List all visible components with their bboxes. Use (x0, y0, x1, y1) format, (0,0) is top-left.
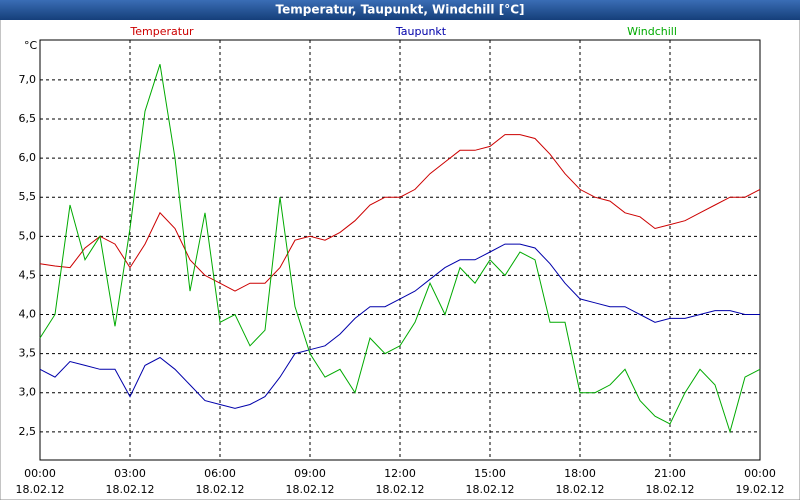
title-bar (0, 0, 800, 20)
y-tick-label: 5,0 (19, 229, 37, 242)
x-tick-label: 12:00 (384, 467, 416, 480)
x-tick-date: 18.02.12 (646, 483, 695, 496)
x-tick-date: 18.02.12 (196, 483, 245, 496)
x-tick-label: 00:00 (744, 467, 776, 480)
x-tick-date: 18.02.12 (286, 483, 335, 496)
y-tick-label: 5,5 (19, 190, 37, 203)
y-tick-label: 4,5 (19, 268, 37, 281)
x-tick-date: 18.02.12 (106, 483, 155, 496)
y-tick-label: 3,0 (19, 386, 37, 399)
legend-entry: Windchill (627, 25, 677, 38)
x-tick-label: 09:00 (294, 467, 326, 480)
x-tick-label: 15:00 (474, 467, 506, 480)
series-line (39, 243, 760, 409)
y-tick-label: 6,0 (19, 151, 37, 164)
series-line (39, 64, 761, 434)
y-tick-label: 7,0 (19, 73, 37, 86)
legend-entry: Temperatur (129, 25, 194, 38)
x-tick-date: 18.02.12 (16, 483, 65, 496)
y-tick-label: 3,5 (19, 347, 37, 360)
x-tick-label: 06:00 (204, 467, 236, 480)
y-tick-label: 4,0 (19, 308, 37, 321)
x-tick-date: 19.02.12 (736, 483, 785, 496)
x-tick-label: 00:00 (24, 467, 56, 480)
x-tick-label: 18:00 (564, 467, 596, 480)
x-tick-date: 18.02.12 (376, 483, 425, 496)
y-tick-label: 2,5 (19, 425, 37, 438)
legend-entry: Taupunkt (395, 25, 447, 38)
y-axis-label: °C (24, 39, 38, 52)
x-tick-date: 18.02.12 (466, 483, 515, 496)
chart-title: Temperatur, Taupunkt, Windchill [°C] (276, 3, 525, 17)
x-tick-label: 03:00 (114, 467, 146, 480)
x-tick-label: 21:00 (654, 467, 686, 480)
plot-frame (39, 39, 761, 461)
y-tick-label: 6,5 (19, 112, 37, 125)
x-tick-date: 18.02.12 (556, 483, 605, 496)
series-line (39, 134, 761, 292)
